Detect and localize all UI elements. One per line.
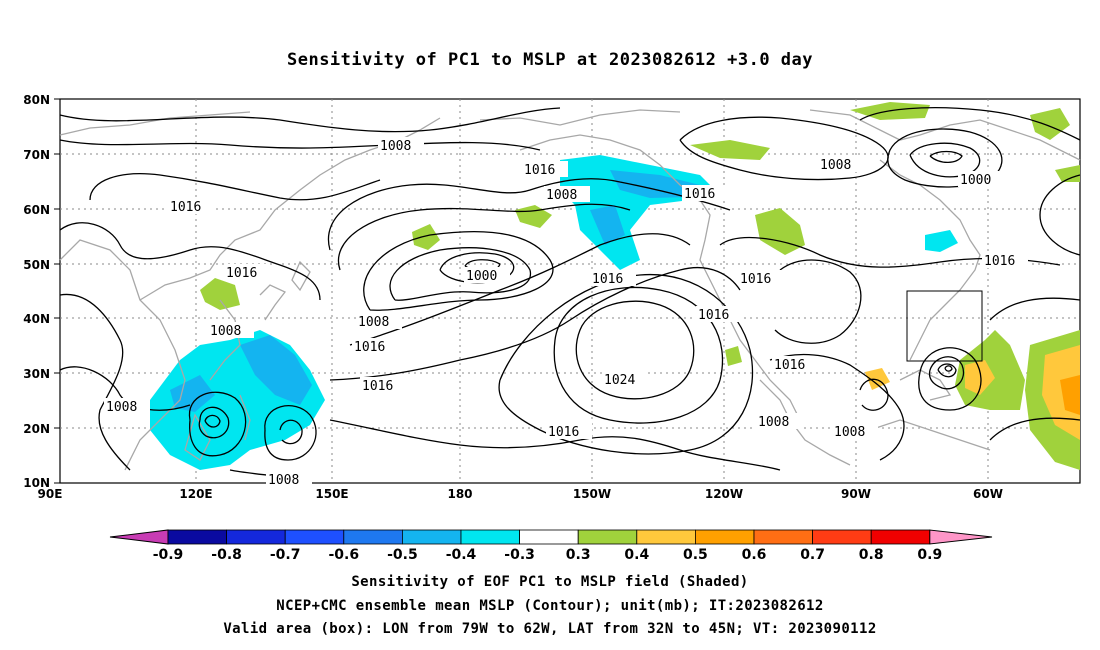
footer-line-3: Valid area (box): LON from 79W to 62W, L… [223, 621, 877, 637]
lat-label: 50N [23, 258, 50, 272]
plot-title: Sensitivity of PC1 to MSLP at 2023082612… [286, 50, 813, 70]
lat-label: 80N [23, 93, 50, 107]
contour-label: 1008 [834, 425, 865, 440]
colorbar-swatch [226, 529, 286, 545]
colorbar-swatch [460, 529, 520, 545]
lat-label: 30N [23, 367, 50, 381]
colorbar-label: -0.9 [153, 547, 184, 563]
colorbar-label: 0.6 [742, 547, 767, 563]
colorbar-swatch [284, 529, 345, 545]
contour-label: 1000 [466, 269, 497, 284]
colorbar-swatch [695, 529, 755, 545]
contour-label: 1016 [774, 358, 805, 373]
colorbar-swatch [753, 529, 813, 545]
colorbar-swatch [870, 529, 931, 545]
colorbar-low-arrow [109, 529, 169, 545]
lat-label: 20N [23, 422, 50, 436]
longitude-labels: 90E 120E 150E 180 150W 120W 90W 60W [38, 487, 1003, 501]
contour-label: 1016 [170, 200, 201, 215]
contour-label: 1008 [546, 188, 577, 203]
colorbar-swatch [577, 529, 638, 545]
contour-label: 1008 [358, 315, 389, 330]
colorbar-swatch [636, 529, 696, 545]
footer-line-2: NCEP+CMC ensemble mean MSLP (Contour); u… [276, 598, 824, 614]
lat-label: 60N [23, 203, 50, 217]
lat-label: 70N [23, 148, 50, 162]
colorbar-swatch [343, 529, 403, 545]
lon-label: 120W [705, 487, 743, 501]
colorbar-label: -0.6 [328, 547, 359, 563]
lat-label: 40N [23, 312, 50, 326]
contour-label: 1008 [758, 415, 789, 430]
lon-label: 120E [179, 487, 212, 501]
lat-label: 10N [23, 476, 50, 490]
lon-label: 150E [315, 487, 348, 501]
lon-label: 90W [841, 487, 871, 501]
colorbar-label: -0.4 [446, 547, 477, 563]
colorbar-swatch [401, 529, 462, 545]
latitude-labels: 80N 70N 60N 50N 40N 30N 20N 10N [23, 93, 50, 490]
contour-label: 1008 [380, 139, 411, 154]
contour-label: 1008 [106, 400, 137, 415]
contour-label: 1016 [740, 272, 771, 287]
lat-ticks [54, 98, 60, 484]
colorbar-label: -0.7 [270, 547, 301, 563]
footer-line-1: Sensitivity of EOF PC1 to MSLP field (Sh… [351, 574, 749, 590]
contour-labels: 1008 1016 1016 1008 1008 1008 1016 1016 … [104, 137, 1028, 488]
contour-label: 1016 [354, 340, 385, 355]
coastlines [59, 109, 1081, 471]
contour-label: 1016 [226, 266, 257, 281]
contour-label: 1016 [548, 425, 579, 440]
colorbar-label: 0.7 [800, 547, 825, 563]
colorbar-label: 0.5 [683, 547, 708, 563]
colorbar-label: 0.3 [566, 547, 591, 563]
colorbar-swatch [519, 529, 579, 545]
colorbar-label: -0.8 [211, 547, 242, 563]
colorbar-swatch [167, 529, 227, 545]
positive-sensitivity-shading [200, 102, 1080, 470]
colorbar: -0.9 -0.8 -0.7 -0.6 -0.5 -0.4 -0.3 0.3 0.4 0.5 0.6… [109, 529, 993, 563]
contour-label: 1016 [984, 254, 1015, 269]
contour-label: 1008 [268, 473, 299, 488]
colorbar-label: 0.9 [917, 547, 942, 563]
contour-label: 1016 [362, 379, 393, 394]
contour-label: 1008 [210, 324, 241, 339]
contour-label: 1016 [592, 272, 623, 287]
contour-label: 1000 [960, 173, 991, 188]
contour-label: 1024 [604, 373, 635, 388]
colorbar-label: 0.8 [859, 547, 884, 563]
lon-label: 150W [573, 487, 611, 501]
colorbar-high-arrow [929, 529, 993, 545]
lon-label: 60W [973, 487, 1003, 501]
lon-label: 90E [38, 487, 63, 501]
contour-label: 1008 [820, 158, 851, 173]
valid-area-box [906, 290, 983, 362]
contour-label: 1016 [524, 163, 555, 178]
colorbar-label: 0.4 [624, 547, 649, 563]
lon-label: 180 [447, 487, 472, 501]
colorbar-label: -0.3 [504, 547, 535, 563]
contour-label: 1016 [698, 308, 729, 323]
colorbar-swatch [812, 529, 872, 545]
colorbar-label: -0.5 [387, 547, 418, 563]
contour-label: 1016 [684, 187, 715, 202]
